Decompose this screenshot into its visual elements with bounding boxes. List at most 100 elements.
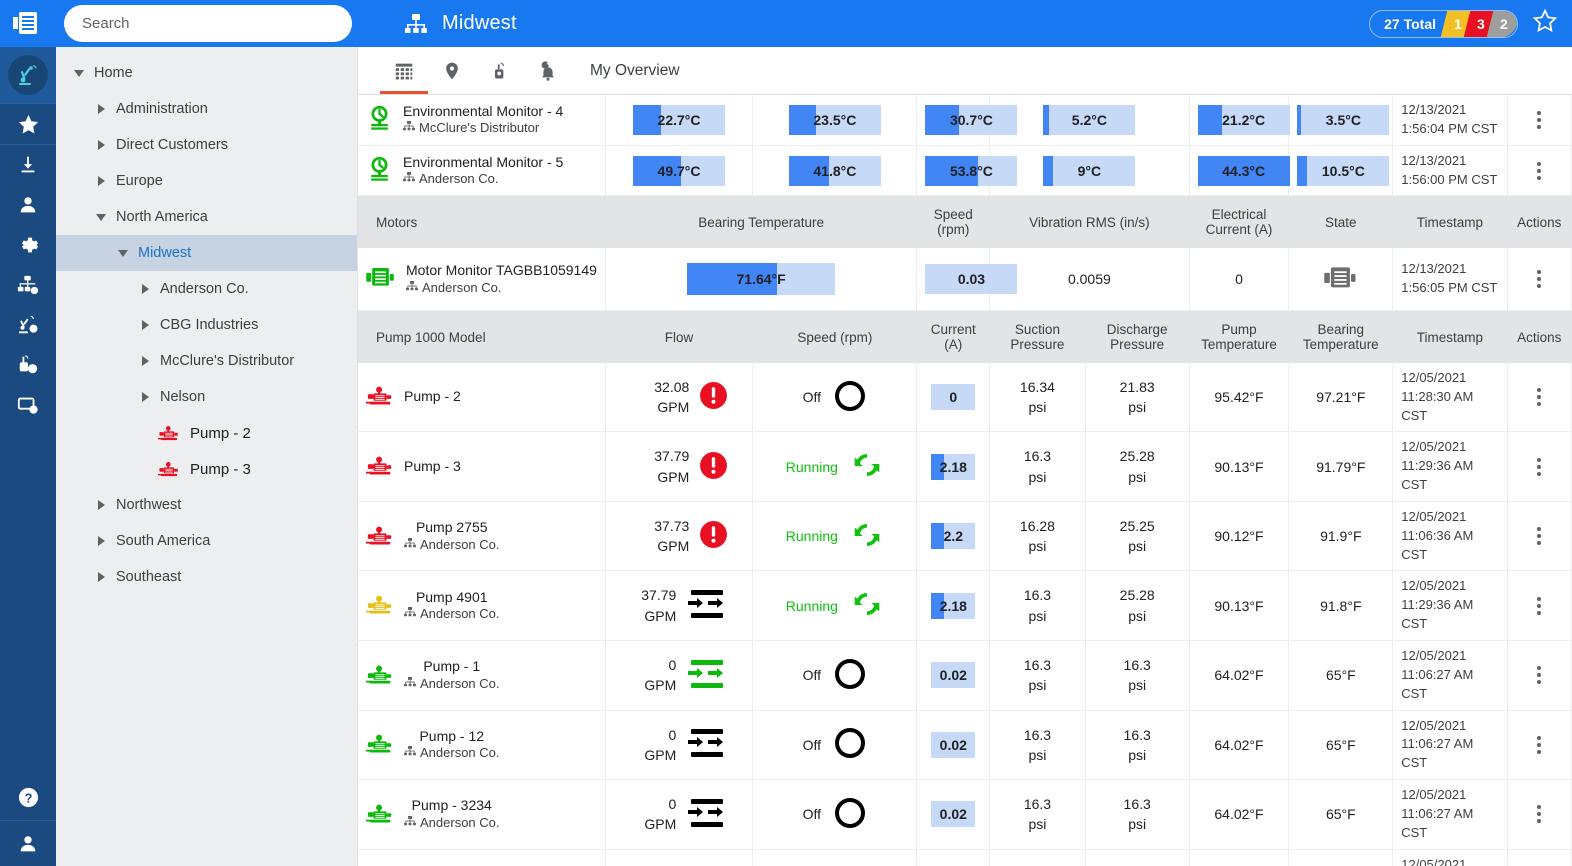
kebab-menu-icon[interactable]: [1516, 161, 1563, 180]
table-row[interactable]: Pump - 3234 Anderson Co. 0 GPM Off 0.02 …: [358, 779, 1572, 850]
table-row[interactable]: Environmental Monitor - 4 McClure's Dist…: [358, 95, 1572, 146]
column-header[interactable]: Actions: [1517, 329, 1562, 345]
chevron-right-icon[interactable]: [88, 572, 114, 582]
column-header[interactable]: Bearing Temperature: [1302, 322, 1379, 353]
entity-name-cell[interactable]: Pump - 7 Anderson Co.: [358, 849, 606, 866]
column-header[interactable]: State: [1325, 214, 1357, 230]
column-header[interactable]: Speed (rpm): [797, 329, 873, 345]
actions-cell[interactable]: [1507, 710, 1572, 781]
chevron-down-icon[interactable]: [110, 249, 136, 257]
entity-name-cell[interactable]: Pump - 3234 Anderson Co.: [358, 779, 606, 850]
entity-name-cell[interactable]: Environmental Monitor - 4 McClure's Dist…: [358, 95, 606, 146]
chevron-down-icon[interactable]: [66, 69, 92, 77]
actions-cell[interactable]: [1507, 640, 1572, 711]
tab-my-overview[interactable]: My Overview: [590, 61, 680, 79]
table-row[interactable]: Pump - 7 Anderson Co. 0 GPM Off 0.02 16.…: [358, 849, 1572, 866]
chevron-right-icon[interactable]: [88, 536, 114, 546]
entity-name-cell[interactable]: Environmental Monitor - 5 Anderson Co.: [358, 145, 606, 197]
rail-item-help[interactable]: ?: [0, 775, 56, 820]
kebab-menu-icon[interactable]: [1516, 596, 1563, 615]
chevron-right-icon[interactable]: [132, 356, 158, 366]
table-row[interactable]: Pump - 3 37.79 GPM Running 2.18 16.3 psi…: [358, 431, 1572, 502]
column-header[interactable]: Bearing Temperature: [698, 214, 825, 230]
kebab-menu-icon[interactable]: [1516, 388, 1563, 407]
column-header[interactable]: Timestamp: [1416, 329, 1484, 345]
tab-map[interactable]: [428, 48, 476, 94]
actions-cell[interactable]: [1507, 145, 1572, 197]
column-header[interactable]: Flow: [664, 329, 694, 345]
chevron-right-icon[interactable]: [132, 284, 158, 294]
column-header[interactable]: Motors: [376, 214, 418, 230]
chevron-right-icon[interactable]: [88, 104, 114, 114]
table-row[interactable]: Motor Monitor TAGBB1059149 Anderson Co. …: [358, 247, 1572, 312]
status-badge[interactable]: 27 Total 1 3 2: [1369, 9, 1518, 38]
entity-name-cell[interactable]: Pump 2755 Anderson Co.: [358, 501, 606, 572]
tree-item-home[interactable]: Home: [56, 55, 357, 91]
kebab-menu-icon[interactable]: [1516, 110, 1563, 129]
column-header[interactable]: Vibration RMS (in/s): [1029, 214, 1150, 230]
tree-item-midwest[interactable]: Midwest: [56, 235, 357, 271]
actions-cell[interactable]: [1507, 849, 1572, 866]
actions-cell[interactable]: [1507, 570, 1572, 641]
actions-cell[interactable]: [1507, 247, 1572, 312]
column-header[interactable]: Pump Temperature: [1201, 322, 1277, 353]
kebab-menu-icon[interactable]: [1516, 527, 1563, 546]
column-header[interactable]: Suction Pressure: [1010, 322, 1065, 353]
rail-item-users[interactable]: [0, 185, 56, 225]
star-outline-icon[interactable]: [1532, 8, 1558, 39]
actions-cell[interactable]: [1507, 501, 1572, 572]
table-row[interactable]: Environmental Monitor - 5 Anderson Co. 4…: [358, 145, 1572, 197]
search-input[interactable]: Search: [64, 5, 352, 42]
rail-item-monitor-settings[interactable]: [0, 385, 56, 425]
column-header[interactable]: Timestamp: [1416, 214, 1484, 230]
entity-name-cell[interactable]: Pump - 12 Anderson Co.: [358, 710, 606, 781]
rail-item-device-settings[interactable]: [0, 345, 56, 385]
rail-item-hierarchy-settings[interactable]: [0, 265, 56, 305]
chevron-down-icon[interactable]: [88, 213, 114, 221]
tree-item-cbg-industries[interactable]: CBG Industries: [56, 307, 357, 343]
chevron-right-icon[interactable]: [88, 500, 114, 510]
tree-item-nelson[interactable]: Nelson: [56, 379, 357, 415]
rail-item-settings[interactable]: [0, 225, 56, 265]
kebab-menu-icon[interactable]: [1516, 735, 1563, 754]
kebab-menu-icon[interactable]: [1516, 666, 1563, 685]
kebab-menu-icon[interactable]: [1516, 270, 1563, 289]
table-row[interactable]: Pump 2755 Anderson Co. 37.73 GPM Running…: [358, 501, 1572, 572]
table-row[interactable]: Pump - 2 32.08 GPM Off 0 16.34 psi 21.83…: [358, 362, 1572, 433]
app-logo[interactable]: [0, 0, 56, 47]
kebab-menu-icon[interactable]: [1516, 805, 1563, 824]
tab-grid-view[interactable]: [380, 48, 428, 94]
chevron-right-icon[interactable]: [132, 392, 158, 402]
table-row[interactable]: Pump - 1 Anderson Co. 0 GPM Off 0.02 16.…: [358, 640, 1572, 711]
table-row[interactable]: Pump 4901 Anderson Co. 37.79 GPM Running…: [358, 570, 1572, 641]
column-header[interactable]: Pump 1000 Model: [376, 329, 486, 345]
entity-name-cell[interactable]: Motor Monitor TAGBB1059149 Anderson Co.: [358, 247, 606, 312]
tree-item-north-america[interactable]: North America: [56, 199, 357, 235]
chevron-right-icon[interactable]: [88, 176, 114, 186]
table-row[interactable]: Pump - 12 Anderson Co. 0 GPM Off 0.02 16…: [358, 710, 1572, 781]
column-header[interactable]: Current (A): [917, 311, 990, 363]
tree-item-pump-3[interactable]: Pump - 3: [56, 451, 357, 487]
kebab-menu-icon[interactable]: [1516, 457, 1563, 476]
tree-item-pump-2[interactable]: Pump - 2: [56, 415, 357, 451]
entity-name-cell[interactable]: Pump - 3: [358, 431, 606, 502]
chevron-right-icon[interactable]: [132, 320, 158, 330]
column-header[interactable]: Discharge Pressure: [1106, 322, 1168, 353]
rail-item-downloads[interactable]: [0, 145, 56, 185]
rail-item-robot-settings[interactable]: [0, 305, 56, 345]
tab-alarms[interactable]: [524, 48, 572, 94]
navigation-tree[interactable]: Home Administration Direct Customers Europe…: [56, 47, 358, 866]
column-header[interactable]: Actions: [1517, 214, 1562, 230]
tree-item-administration[interactable]: Administration: [56, 91, 357, 127]
actions-cell[interactable]: [1507, 779, 1572, 850]
entity-name-cell[interactable]: Pump 4901 Anderson Co.: [358, 570, 606, 641]
actions-cell[interactable]: [1507, 95, 1572, 146]
rail-item-favorites[interactable]: [0, 104, 56, 144]
tree-item-northwest[interactable]: Northwest: [56, 487, 357, 523]
tab-devices[interactable]: [476, 48, 524, 94]
column-header[interactable]: Speed (rpm): [933, 207, 973, 238]
tree-item-anderson-co[interactable]: Anderson Co.: [56, 271, 357, 307]
actions-cell[interactable]: [1507, 431, 1572, 502]
tree-item-mcclure-s-distributor[interactable]: McClure's Distributor: [56, 343, 357, 379]
entity-name-cell[interactable]: Pump - 1 Anderson Co.: [358, 640, 606, 711]
